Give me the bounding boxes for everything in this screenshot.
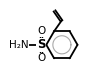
Text: O: O	[37, 53, 45, 63]
Text: S: S	[37, 38, 45, 51]
Text: O: O	[37, 26, 45, 36]
Text: H₂N: H₂N	[9, 40, 29, 50]
